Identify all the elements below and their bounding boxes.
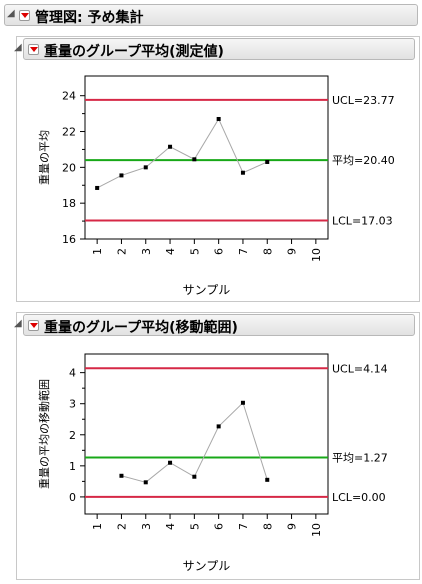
data-point	[240, 170, 245, 175]
y-axis-label: 重量の平均の移動範囲	[37, 379, 51, 489]
y-tick-label: 2	[69, 429, 76, 442]
chart-header-1: ◢ 重量のグループ平均(測定値)	[14, 38, 415, 60]
x-tick-label: 2	[115, 523, 128, 530]
data-point	[168, 144, 173, 149]
y-tick-label: 1	[69, 460, 76, 473]
y-tick-label: 0	[69, 491, 76, 504]
red-triangle-menu-icon[interactable]	[19, 10, 30, 21]
y-tick-label: 16	[62, 233, 76, 246]
control-limit-label: 平均=20.40	[332, 154, 395, 167]
y-tick-label: 24	[62, 90, 76, 103]
x-tick-label: 8	[261, 523, 274, 530]
control-limit-label: LCL=0.00	[332, 491, 386, 504]
x-tick-label: 7	[237, 248, 250, 255]
red-triangle-menu-icon[interactable]	[28, 44, 39, 55]
x-axis-label: サンプル	[183, 283, 231, 297]
data-point	[143, 165, 148, 170]
x-tick-label: 6	[213, 248, 226, 255]
x-tick-label: 10	[310, 523, 323, 537]
y-tick-label: 4	[69, 367, 76, 380]
x-tick-label: 7	[237, 523, 250, 530]
x-tick-label: 3	[140, 523, 153, 530]
x-tick-label: 9	[286, 523, 299, 530]
report-title: 管理図: 予め集計	[35, 10, 144, 26]
data-point	[216, 424, 221, 429]
data-point	[168, 460, 173, 465]
data-point	[265, 159, 270, 164]
chart-header-2: ◢ 重量のグループ平均(移動範囲)	[14, 314, 415, 336]
y-tick-label: 3	[69, 398, 76, 411]
x-tick-label: 4	[164, 248, 177, 255]
data-point	[265, 477, 270, 482]
red-triangle-menu-icon[interactable]	[28, 320, 39, 331]
control-limit-label: UCL=4.14	[332, 362, 388, 375]
data-point	[240, 400, 245, 405]
x-tick-label: 1	[91, 523, 104, 530]
x-tick-label: 5	[188, 523, 201, 530]
plot-frame	[84, 353, 329, 515]
x-tick-label: 10	[310, 248, 323, 262]
x-tick-label: 5	[188, 248, 201, 255]
data-point	[119, 473, 124, 478]
y-axis-label: 重量の平均	[37, 130, 51, 185]
x-tick-label: 8	[261, 248, 274, 255]
data-point	[192, 157, 197, 162]
data-point	[95, 185, 100, 190]
x-tick-label: 6	[213, 523, 226, 530]
data-point	[143, 480, 148, 485]
x-tick-label: 1	[91, 248, 104, 255]
y-tick-label: 20	[62, 161, 76, 174]
disclosure-icon[interactable]: ◢	[14, 42, 22, 53]
data-point	[192, 474, 197, 479]
plot-frame	[84, 75, 329, 240]
control-limit-label: UCL=23.77	[332, 94, 395, 107]
y-tick-label: 18	[62, 197, 76, 210]
chart-title-1: 重量のグループ平均(測定値)	[44, 44, 224, 60]
x-axis-label: サンプル	[183, 559, 231, 573]
control-limit-label: 平均=1.27	[332, 451, 388, 464]
disclosure-icon[interactable]: ◢	[14, 318, 22, 329]
x-tick-label: 3	[140, 248, 153, 255]
x-tick-label: 4	[164, 523, 177, 530]
chart-title-2: 重量のグループ平均(移動範囲)	[44, 320, 238, 336]
x-tick-label: 2	[115, 248, 128, 255]
disclosure-icon[interactable]: ◢	[7, 8, 15, 19]
data-point	[216, 116, 221, 121]
x-tick-label: 9	[286, 248, 299, 255]
measurement-chart: 16 18 20 22 24 1 2 3 4 5 6 7 8 9 10 UCL=23.77 平均=20.40 LC…	[37, 75, 395, 297]
series-line	[96, 117, 268, 189]
control-limit-label: LCL=17.03	[332, 215, 393, 228]
data-point	[119, 173, 124, 178]
report-header: ◢ 管理図: 予め集計	[4, 4, 418, 26]
y-tick-label: 22	[62, 126, 76, 139]
